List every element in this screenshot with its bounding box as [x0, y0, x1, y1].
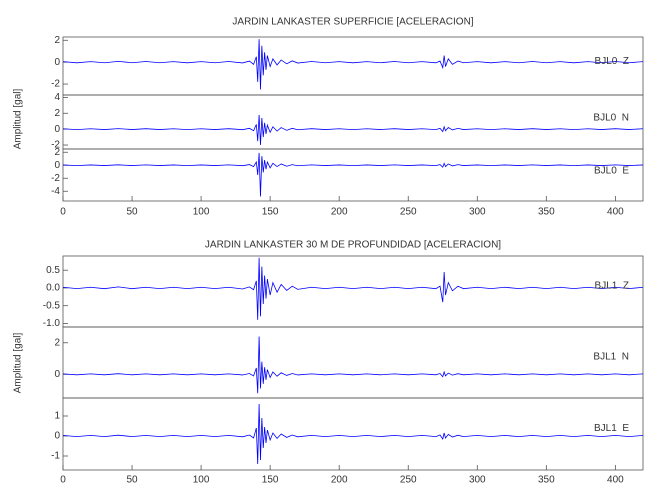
- y-tick-label: 2: [54, 108, 60, 119]
- waveform: [62, 403, 644, 465]
- y-tick-label: -1.0: [43, 318, 61, 329]
- x-tick-label: 0: [60, 207, 66, 218]
- y-tick-label: 0: [54, 431, 60, 442]
- waveform: [62, 39, 644, 90]
- x-tick-label: 100: [193, 207, 210, 218]
- x-tick-label: 300: [469, 475, 486, 486]
- station-label: BJL0 N: [593, 112, 629, 123]
- panel-frame: [62, 36, 644, 96]
- x-tick-label: 100: [193, 475, 210, 486]
- y-tick-label: 0.5: [46, 265, 60, 276]
- x-tick-label: 0: [60, 475, 66, 486]
- y-axis-label: Amplitud [gal]: [13, 332, 24, 393]
- y-tick-label: -1: [51, 451, 60, 462]
- y-tick-label: 0: [54, 57, 60, 68]
- y-tick-label: 2: [54, 337, 60, 348]
- y-tick-label: -2: [51, 79, 60, 90]
- y-tick-label: 0: [54, 369, 60, 380]
- y-tick-label: 1: [54, 411, 60, 422]
- station-label: BJL0 Z: [595, 56, 629, 67]
- x-tick-label: 150: [262, 207, 279, 218]
- x-tick-label: 250: [400, 475, 417, 486]
- station-label: BJL0 E: [594, 165, 629, 176]
- panel-frame: [62, 397, 644, 471]
- x-tick-label: 50: [126, 475, 138, 486]
- x-tick-label: 350: [538, 207, 555, 218]
- waveform: [62, 336, 644, 394]
- x-tick-label: 400: [607, 475, 624, 486]
- y-tick-label: 4: [54, 92, 60, 103]
- panel-frame: [62, 255, 644, 328]
- x-tick-label: 350: [538, 475, 555, 486]
- station-label: BJL1 E: [594, 423, 629, 434]
- y-tick-label: 0.0: [46, 283, 60, 294]
- x-tick-label: 200: [331, 207, 348, 218]
- y-tick-label: -0.5: [43, 300, 61, 311]
- waveform: [62, 114, 644, 146]
- chart-title: JARDIN LANKASTER SUPERFICIE [ACELERACION…: [232, 17, 473, 28]
- y-tick-label: 0: [54, 124, 60, 135]
- y-tick-label: -4: [51, 186, 60, 197]
- x-tick-label: 400: [607, 207, 624, 218]
- x-tick-label: 50: [126, 207, 138, 218]
- y-tick-label: -2: [51, 140, 60, 151]
- waveform: [62, 257, 644, 320]
- station-label: BJL1 Z: [595, 280, 629, 291]
- y-axis-label: Amplitud [gal]: [13, 88, 24, 149]
- panel-frame: [62, 94, 644, 150]
- y-tick-label: 0: [54, 160, 60, 171]
- panel-frame: [62, 326, 644, 399]
- y-tick-label: 2: [54, 147, 60, 158]
- x-tick-label: 250: [400, 207, 417, 218]
- y-tick-label: -2: [51, 173, 60, 184]
- x-tick-label: 150: [262, 475, 279, 486]
- chart-title: JARDIN LANKASTER 30 M DE PROFUNDIDAD [AC…: [205, 240, 501, 251]
- y-tick-label: 2: [54, 35, 60, 46]
- x-tick-label: 300: [469, 207, 486, 218]
- panel-frame: [62, 148, 644, 202]
- station-label: BJL1 N: [593, 351, 629, 362]
- waveform: [62, 152, 644, 197]
- x-tick-label: 200: [331, 475, 348, 486]
